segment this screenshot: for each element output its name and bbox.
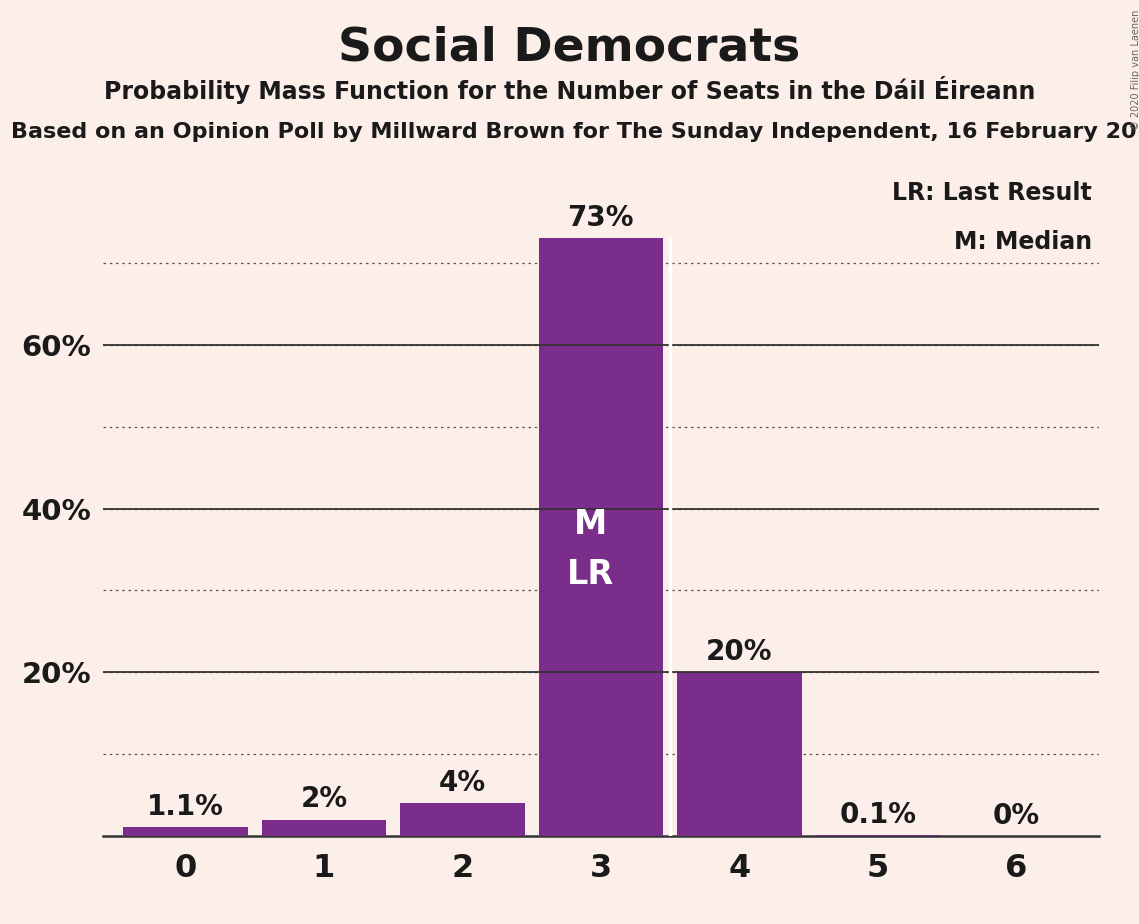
Bar [123,827,248,836]
Text: 0%: 0% [992,802,1040,830]
Text: 73%: 73% [567,203,634,232]
Text: © 2020 Filip van Laenen: © 2020 Filip van Laenen [1131,9,1139,129]
Text: Based on an Opinion Poll by Millward Brown for The Sunday Independent, 16 Februa: Based on an Opinion Poll by Millward Bro… [11,122,1139,142]
Text: M: M [574,508,607,541]
Text: 2%: 2% [301,785,347,813]
Text: 20%: 20% [706,638,772,666]
Bar [262,820,386,836]
Text: LR: LR [567,557,614,590]
Text: LR: Last Result: LR: Last Result [893,181,1092,205]
Text: Social Democrats: Social Democrats [338,26,801,71]
Bar [677,673,802,836]
Text: Probability Mass Function for the Number of Seats in the Dáil Éireann: Probability Mass Function for the Number… [104,76,1035,103]
Bar [400,804,525,836]
Text: M: Median: M: Median [954,230,1092,254]
Bar [539,238,663,836]
Text: 1.1%: 1.1% [147,793,224,821]
Text: 0.1%: 0.1% [839,801,916,829]
Text: 4%: 4% [439,769,486,796]
